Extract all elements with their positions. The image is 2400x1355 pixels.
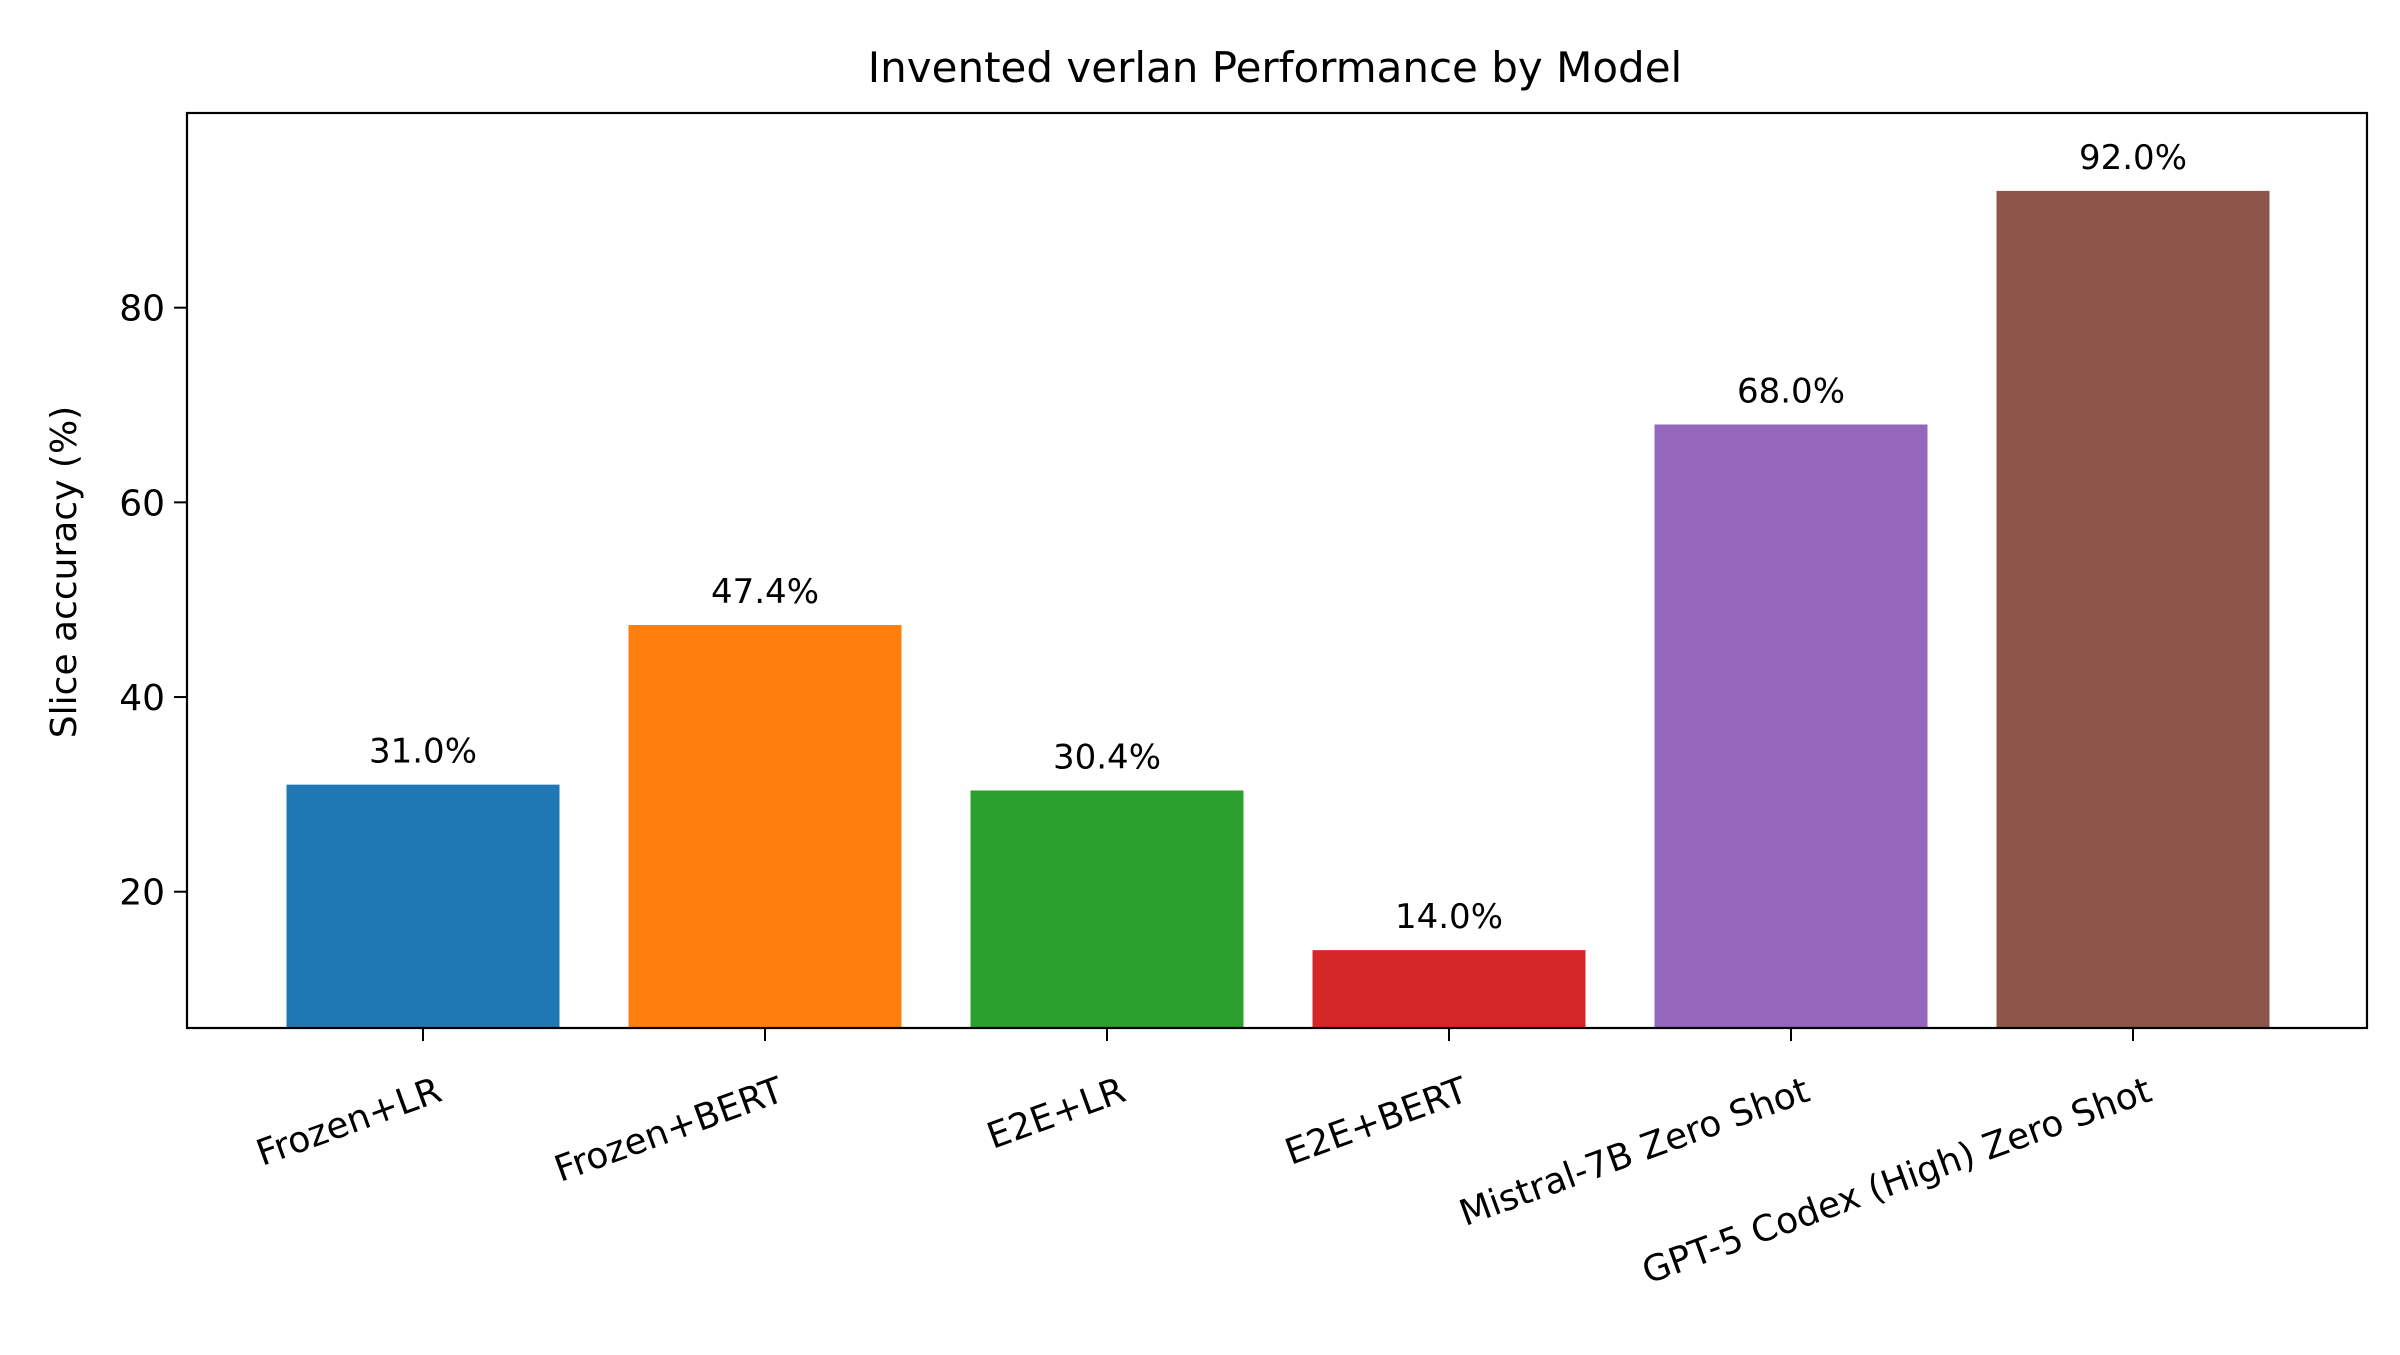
value-label-gpt-5-codex-high-zero-shot: 92.0%: [2079, 138, 2187, 178]
y-axis-ticks: 20 40 60 80: [119, 289, 187, 914]
value-label-frozen-bert: 47.4%: [711, 572, 819, 612]
chart-title: Invented verlan Performance by Model: [868, 43, 1682, 92]
bar-e2e-bert: [1312, 950, 1586, 1028]
value-labels-layer: 31.0% 47.4% 30.4% 14.0% 68.0% 92.0%: [369, 138, 2187, 937]
value-label-frozen-lr: 31.0%: [369, 732, 477, 772]
bars-layer: [286, 190, 2270, 1029]
value-label-e2e-lr: 30.4%: [1053, 737, 1161, 777]
bar-e2e-lr: [970, 790, 1244, 1028]
bar-gpt-5-codex-high-zero-shot: [1996, 190, 2270, 1029]
y-tick-label: 80: [119, 289, 165, 330]
value-label-e2e-bert: 14.0%: [1395, 897, 1503, 937]
y-axis-label: Slice accuracy (%): [44, 406, 85, 738]
plot-frame: [185, 111, 2369, 1030]
y-tick-label: 40: [119, 678, 165, 719]
bar-frozen-bert: [628, 625, 902, 1028]
bar-mistral-7b-zero-shot: [1654, 424, 1928, 1028]
bar-frozen-lr: [286, 784, 560, 1028]
y-tick-label: 60: [119, 483, 165, 524]
value-label-mistral-7b-zero-shot: 68.0%: [1737, 371, 1845, 411]
y-tick-label: 20: [119, 873, 165, 914]
